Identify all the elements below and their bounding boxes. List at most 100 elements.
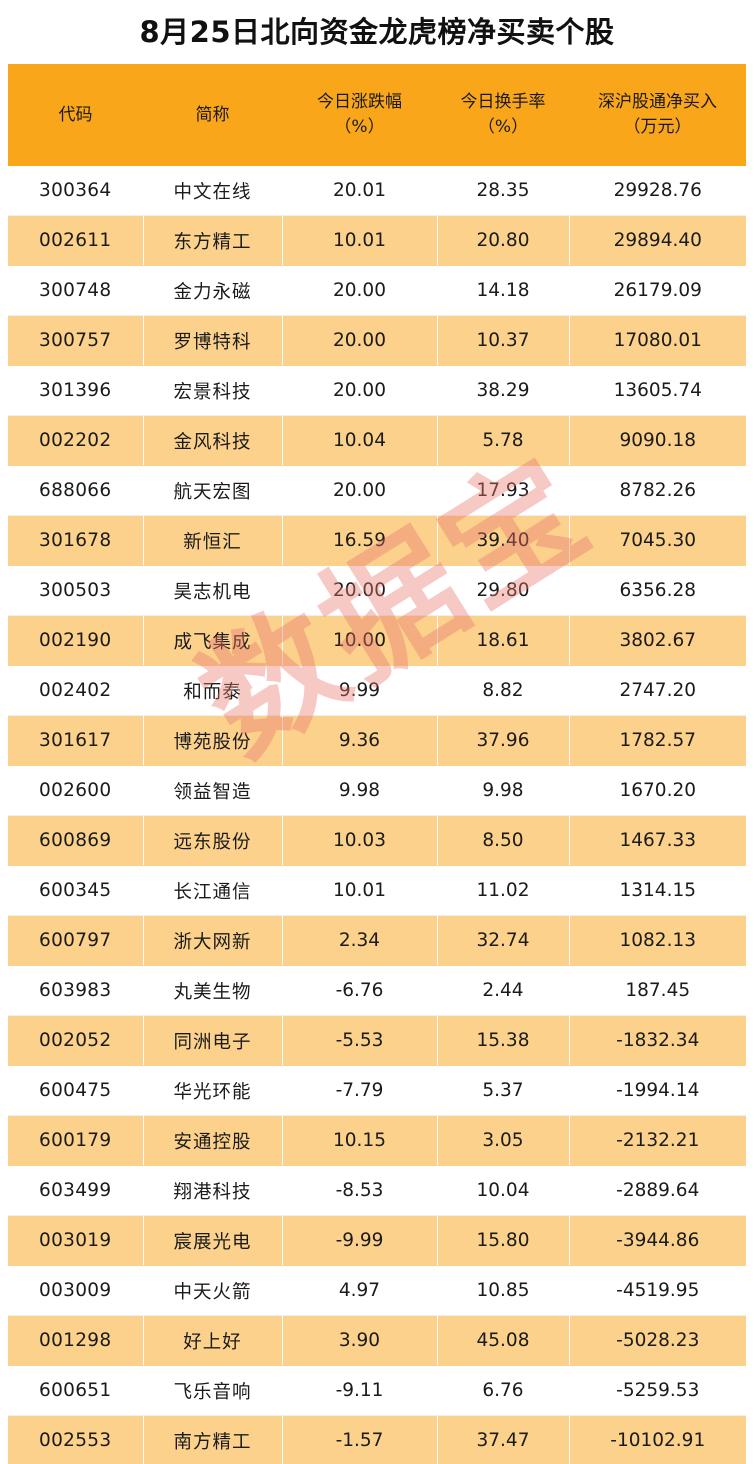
table-row[interactable]: 300748 金力永磁 20.00 14.18 26179.09 bbox=[8, 265, 746, 316]
table-row[interactable]: 001298 好上好 3.90 45.08 -5028.23 bbox=[8, 1315, 746, 1366]
cell-code: 300503 bbox=[8, 565, 144, 616]
cell-change: 3.90 bbox=[282, 1315, 438, 1366]
table-row[interactable]: 600797 浙大网新 2.34 32.74 1082.13 bbox=[8, 915, 746, 966]
table-row[interactable]: 002600 领益智造 9.98 9.98 1670.20 bbox=[8, 765, 746, 816]
cell-code: 002600 bbox=[8, 765, 144, 816]
cell-change: 20.00 bbox=[282, 315, 438, 366]
cell-name: 中天火箭 bbox=[143, 1265, 283, 1316]
cell-turnover: 15.80 bbox=[437, 1215, 570, 1266]
cell-turnover: 11.02 bbox=[437, 865, 570, 916]
column-header-change: 今日涨跌幅 （%） bbox=[282, 64, 437, 166]
cell-change: 20.00 bbox=[282, 465, 438, 516]
cell-code: 600797 bbox=[8, 915, 144, 966]
cell-change: 10.01 bbox=[282, 865, 438, 916]
cell-turnover: 5.37 bbox=[437, 1065, 570, 1116]
cell-code: 002402 bbox=[8, 665, 144, 716]
cell-change: 20.00 bbox=[282, 365, 438, 416]
column-header-netbuy: 深沪股通净买入 （万元） bbox=[569, 64, 746, 166]
cell-netbuy: 3802.67 bbox=[569, 615, 746, 666]
cell-name: 好上好 bbox=[143, 1315, 283, 1366]
cell-name: 宏景科技 bbox=[143, 365, 283, 416]
cell-name: 东方精工 bbox=[143, 215, 283, 266]
cell-name: 航天宏图 bbox=[143, 465, 283, 516]
cell-netbuy: 8782.26 bbox=[569, 465, 746, 516]
table-row[interactable]: 002402 和而泰 9.99 8.82 2747.20 bbox=[8, 665, 746, 716]
cell-netbuy: -5259.53 bbox=[569, 1365, 746, 1416]
column-header-turnover-label: 今日换手率 （%） bbox=[460, 92, 546, 137]
cell-code: 002611 bbox=[8, 215, 144, 266]
cell-netbuy: -5028.23 bbox=[569, 1315, 746, 1366]
table-row[interactable]: 600651 飞乐音响 -9.11 6.76 -5259.53 bbox=[8, 1365, 746, 1416]
cell-code: 002052 bbox=[8, 1015, 144, 1066]
table-row[interactable]: 301617 博苑股份 9.36 37.96 1782.57 bbox=[8, 715, 746, 766]
cell-turnover: 10.85 bbox=[437, 1265, 570, 1316]
cell-netbuy: 1467.33 bbox=[569, 815, 746, 866]
cell-netbuy: 29894.40 bbox=[569, 215, 746, 266]
table-row[interactable]: 300757 罗博特科 20.00 10.37 17080.01 bbox=[8, 315, 746, 366]
column-header-name-label: 简称 bbox=[195, 104, 230, 125]
page-title: 8月25日北向资金龙虎榜净买卖个股 bbox=[139, 14, 615, 49]
cell-name: 南方精工 bbox=[143, 1415, 283, 1464]
cell-netbuy: -2889.64 bbox=[569, 1165, 746, 1216]
table-row[interactable]: 002553 南方精工 -1.57 37.47 -10102.91 bbox=[8, 1415, 746, 1464]
table-row[interactable]: 600869 远东股份 10.03 8.50 1467.33 bbox=[8, 815, 746, 866]
cell-netbuy: -1832.34 bbox=[569, 1015, 746, 1066]
cell-name: 金力永磁 bbox=[143, 265, 283, 316]
table-row[interactable]: 300503 昊志机电 20.00 29.80 6356.28 bbox=[8, 565, 746, 616]
table-row[interactable]: 002052 同洲电子 -5.53 15.38 -1832.34 bbox=[8, 1015, 746, 1066]
cell-turnover: 15.38 bbox=[437, 1015, 570, 1066]
cell-turnover: 37.47 bbox=[437, 1415, 570, 1464]
cell-name: 昊志机电 bbox=[143, 565, 283, 616]
table-row[interactable]: 003019 宸展光电 -9.99 15.80 -3944.86 bbox=[8, 1215, 746, 1266]
cell-code: 300364 bbox=[8, 166, 144, 216]
cell-turnover: 10.37 bbox=[437, 315, 570, 366]
cell-code: 003009 bbox=[8, 1265, 144, 1316]
table-row[interactable]: 600345 长江通信 10.01 11.02 1314.15 bbox=[8, 865, 746, 916]
table-row[interactable]: 003009 中天火箭 4.97 10.85 -4519.95 bbox=[8, 1265, 746, 1316]
table-row[interactable]: 603983 丸美生物 -6.76 2.44 187.45 bbox=[8, 965, 746, 1016]
cell-change: 9.99 bbox=[282, 665, 438, 716]
cell-change: 20.01 bbox=[282, 166, 438, 216]
cell-code: 001298 bbox=[8, 1315, 144, 1366]
cell-netbuy: -4519.95 bbox=[569, 1265, 746, 1316]
table-row[interactable]: 301678 新恒汇 16.59 39.40 7045.30 bbox=[8, 515, 746, 566]
cell-code: 301678 bbox=[8, 515, 144, 566]
cell-change: -9.11 bbox=[282, 1365, 438, 1416]
table-row[interactable]: 600179 安通控股 10.15 3.05 -2132.21 bbox=[8, 1115, 746, 1166]
cell-name: 飞乐音响 bbox=[143, 1365, 283, 1416]
cell-change: 10.00 bbox=[282, 615, 438, 666]
cell-turnover: 18.61 bbox=[437, 615, 570, 666]
cell-change: 10.03 bbox=[282, 815, 438, 866]
cell-netbuy: 1314.15 bbox=[569, 865, 746, 916]
table-row[interactable]: 002190 成飞集成 10.00 18.61 3802.67 bbox=[8, 615, 746, 666]
cell-turnover: 14.18 bbox=[437, 265, 570, 316]
cell-turnover: 10.04 bbox=[437, 1165, 570, 1216]
cell-name: 宸展光电 bbox=[143, 1215, 283, 1266]
cell-turnover: 8.50 bbox=[437, 815, 570, 866]
cell-turnover: 2.44 bbox=[437, 965, 570, 1016]
column-header-netbuy-label: 深沪股通净买入 （万元） bbox=[598, 92, 717, 137]
table-row[interactable]: 002202 金风科技 10.04 5.78 9090.18 bbox=[8, 415, 746, 466]
table-row[interactable]: 603499 翔港科技 -8.53 10.04 -2889.64 bbox=[8, 1165, 746, 1216]
cell-netbuy: 9090.18 bbox=[569, 415, 746, 466]
table-row[interactable]: 600475 华光环能 -7.79 5.37 -1994.14 bbox=[8, 1065, 746, 1116]
cell-code: 300748 bbox=[8, 265, 144, 316]
cell-turnover: 37.96 bbox=[437, 715, 570, 766]
cell-name: 翔港科技 bbox=[143, 1165, 283, 1216]
cell-code: 301396 bbox=[8, 365, 144, 416]
cell-change: -7.79 bbox=[282, 1065, 438, 1116]
cell-name: 博苑股份 bbox=[143, 715, 283, 766]
cell-code: 688066 bbox=[8, 465, 144, 516]
cell-turnover: 28.35 bbox=[437, 166, 570, 216]
cell-change: -6.76 bbox=[282, 965, 438, 1016]
cell-code: 003019 bbox=[8, 1215, 144, 1266]
table-container: 代码 简称 今日涨跌幅 （%） 今日换手率 （%） 深沪股通净买入 （万元） 30036… bbox=[8, 64, 746, 1464]
table-row[interactable]: 301396 宏景科技 20.00 38.29 13605.74 bbox=[8, 365, 746, 416]
table-row[interactable]: 688066 航天宏图 20.00 17.93 8782.26 bbox=[8, 465, 746, 516]
table-row[interactable]: 002611 东方精工 10.01 20.80 29894.40 bbox=[8, 215, 746, 266]
table-row[interactable]: 300364 中文在线 20.01 28.35 29928.76 bbox=[8, 166, 746, 216]
cell-turnover: 17.93 bbox=[437, 465, 570, 516]
cell-netbuy: -10102.91 bbox=[569, 1415, 746, 1464]
cell-change: 9.98 bbox=[282, 765, 438, 816]
